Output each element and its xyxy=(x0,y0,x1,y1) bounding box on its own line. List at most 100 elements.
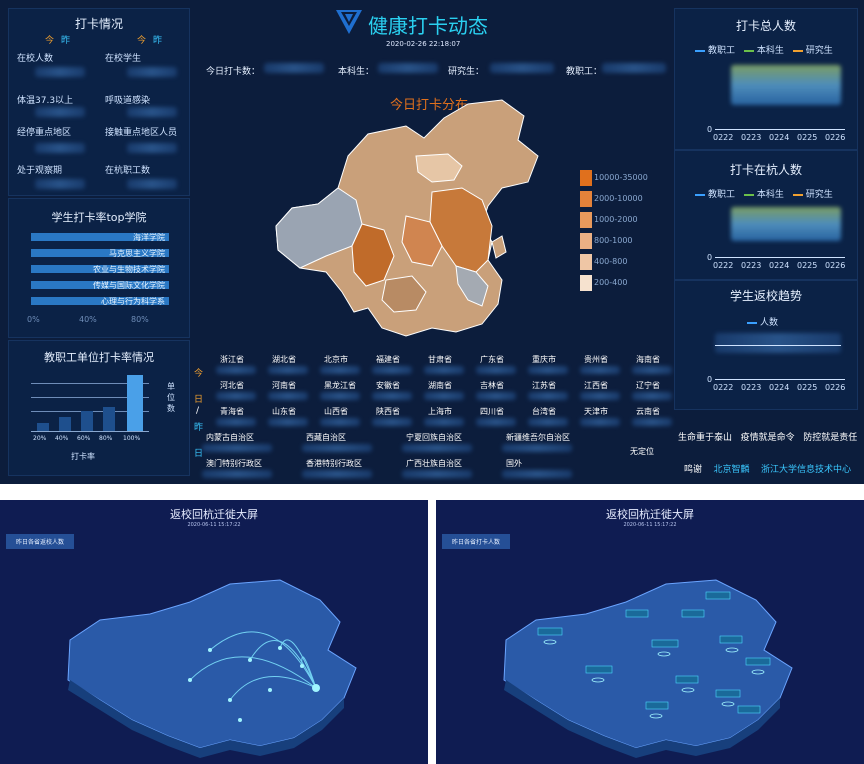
redacted-value xyxy=(378,63,438,73)
redacted-value xyxy=(35,179,85,189)
legend-swatch xyxy=(792,49,803,52)
tab-checkin-by-province[interactable]: 昨日各省打卡人数 xyxy=(442,534,511,549)
date-tick: 0224 xyxy=(769,261,790,270)
date-tick: 0225 xyxy=(797,133,818,142)
page-title: 健康打卡动态 xyxy=(368,14,488,38)
province-cell: 西藏自治区 xyxy=(306,433,346,442)
unknown-location-label: 无定位 xyxy=(630,447,654,456)
redacted-value xyxy=(202,444,272,452)
legend-swatch xyxy=(695,49,705,52)
college-bar-label: 海洋学院 xyxy=(133,233,165,242)
redacted-chart xyxy=(731,207,841,241)
province-cell: 河南省 xyxy=(272,381,296,390)
province-cell: 天津市 xyxy=(584,407,608,416)
redacted-value xyxy=(372,418,412,426)
province-cell: 陕西省 xyxy=(376,407,400,416)
college-bar-label: 农业与生物技术学院 xyxy=(93,265,165,274)
legend-swatch xyxy=(580,254,592,270)
trend-line xyxy=(715,345,841,346)
legend-label: 800-1000 xyxy=(594,236,633,245)
redacted-value xyxy=(502,444,572,452)
legend-swatch xyxy=(743,193,754,196)
legend-swatch xyxy=(580,275,592,291)
slogan: 生命重于泰山 xyxy=(678,433,733,443)
series-legend: 教职工 本科生 研究生 xyxy=(689,187,833,200)
redacted-value xyxy=(402,470,472,478)
slogan-row: 生命重于泰山 疫情就是命令 防控就是责任 xyxy=(678,430,857,443)
province-cell: 浙江省 xyxy=(220,355,244,364)
slogan: 疫情就是命令 xyxy=(740,433,795,443)
redacted-value xyxy=(127,143,177,153)
province-cell: 黑龙江省 xyxy=(324,381,356,390)
staff-bar xyxy=(59,417,71,431)
province-cell: 吉林省 xyxy=(480,381,504,390)
redacted-value xyxy=(216,366,256,374)
redacted-value xyxy=(268,418,308,426)
x-axis xyxy=(715,379,845,380)
return-trend-panel: 学生返校趋势 人数 0 0222 0223 0224 0225 0226 xyxy=(674,280,858,410)
counter-staff-label: 教职工： xyxy=(566,67,603,77)
redacted-value xyxy=(528,366,568,374)
axis-zero: 0 xyxy=(707,375,713,384)
staff-bar xyxy=(127,375,143,431)
province-cell: 云南省 xyxy=(636,407,660,416)
date-tick: 0223 xyxy=(741,133,762,142)
map-legend: 10000-35000 2000-10000 1000-2000 800-100… xyxy=(576,168,660,300)
province-cell: 海南省 xyxy=(636,355,660,364)
stat-label: 经停重点地区 xyxy=(17,128,72,138)
redacted-value xyxy=(302,444,372,452)
migration-checkin-map-panel: 返校回杭迁徙大屏 2020-06-11 15:17:22 昨日各省打卡人数 xyxy=(436,500,864,764)
redacted-value xyxy=(320,392,360,400)
tab-return-by-province[interactable]: 昨日各省返校人数 xyxy=(6,534,75,549)
date-tick: 0222 xyxy=(713,133,734,142)
staff-bar xyxy=(37,423,49,431)
redacted-value xyxy=(372,392,412,400)
migration-title: 返校回杭迁徙大屏 xyxy=(606,508,694,521)
date-tick: 0225 xyxy=(797,383,818,392)
legend-swatch xyxy=(580,170,592,186)
college-bar: 马克思主义学院 xyxy=(31,249,169,258)
gridline xyxy=(31,383,149,384)
legend-label: 1000-2000 xyxy=(594,215,638,224)
counter-undergrad-label: 本科生： xyxy=(338,67,375,77)
province-cell: 江苏省 xyxy=(532,381,556,390)
college-bar: 农业与生物技术学院 xyxy=(31,265,169,274)
staff-rate-title: 教职工单位打卡率情况 xyxy=(44,351,154,364)
province-cell: 河北省 xyxy=(220,381,244,390)
migration-datetime: 2020-06-11 15:17:22 xyxy=(187,522,241,528)
province-cell: 湖北省 xyxy=(272,355,296,364)
date-tick: 0225 xyxy=(797,261,818,270)
redacted-value xyxy=(580,392,620,400)
side-label: / xyxy=(196,406,200,416)
slogan: 防控就是责任 xyxy=(803,433,858,443)
tick-label: 60% xyxy=(77,435,91,442)
x-axis xyxy=(715,129,845,130)
legend-swatch xyxy=(580,233,592,249)
legend-swatch xyxy=(580,212,592,228)
x-axis-label: 打卡率 xyxy=(71,452,95,461)
checkin-status-panel: 打卡情况 今 昨 今 昨 在校人数 在校学生 体温37.3以上 呼吸道感染 经停… xyxy=(8,8,190,196)
province-cell: 青海省 xyxy=(220,407,244,416)
redacted-value xyxy=(127,67,177,77)
date-tick: 0226 xyxy=(825,261,846,270)
province-cell: 澳门特别行政区 xyxy=(206,459,262,468)
tick-label: 80% xyxy=(99,435,113,442)
legend-label: 教职工 xyxy=(708,46,736,56)
return-trend-title: 学生返校趋势 xyxy=(729,289,802,303)
migration-return-map-panel: 返校回杭迁徙大屏 2020-06-11 15:17:22 昨日各省返校人数 xyxy=(0,500,428,764)
side-label: 昨 xyxy=(194,423,204,433)
legend-label: 本科生 xyxy=(756,46,784,56)
legend-label: 2000-10000 xyxy=(594,194,643,203)
college-bar-label: 心理与行为科学系 xyxy=(101,297,165,306)
staff-bar xyxy=(81,411,93,431)
date-tick: 0226 xyxy=(825,133,846,142)
date-tick: 0222 xyxy=(713,383,734,392)
date-tick: 0226 xyxy=(825,383,846,392)
staff-chart-area xyxy=(31,373,149,432)
redacted-value xyxy=(264,63,324,73)
province-cell: 福建省 xyxy=(376,355,400,364)
redacted-value xyxy=(216,418,256,426)
date-tick: 0224 xyxy=(769,133,790,142)
partner-name: 浙江大学信息技术中心 xyxy=(760,465,851,475)
gridline xyxy=(31,397,149,398)
